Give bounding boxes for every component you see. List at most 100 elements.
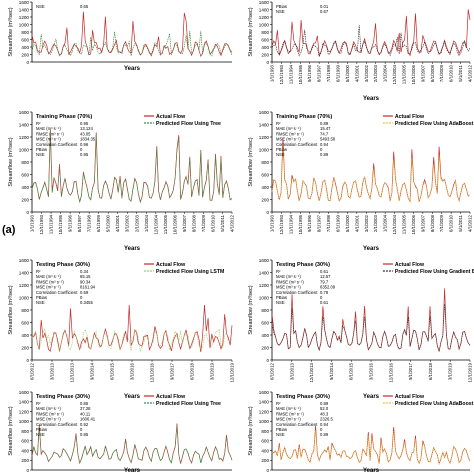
y-tick-label: 1600 <box>259 390 270 395</box>
y-tick-label: 600 <box>21 37 29 42</box>
x-tick-label: 1/1/1993 <box>270 214 275 232</box>
metric-value: 79.7 <box>320 279 329 284</box>
chart-panel-8: 0 200 400 600 800 1000 1200 1400 1600 Streamflow … <box>248 390 474 474</box>
x-tick-label: 7/1/2009 <box>439 214 444 232</box>
metric-value: 0.61 <box>320 300 329 305</box>
metric-label: R² <box>36 401 41 406</box>
metric-value: 0 <box>80 427 83 432</box>
chart-panel-7: 0 200 400 600 800 1000 1200 1400 1600 Streamflow … <box>8 390 233 474</box>
x-tick-label: 3/1/2019 <box>210 362 215 380</box>
chart-panel-3: 0 200 400 600 800 1000 1200 1400 1600 Streamflow … <box>8 110 235 252</box>
y-tick-label: 400 <box>21 448 29 453</box>
y-tick-label: 1000 <box>259 419 270 424</box>
metric-value: 0.67 <box>320 9 329 14</box>
x-tick-label: 12/1/2013 <box>70 362 75 382</box>
metric-value: 0.92 <box>80 422 89 427</box>
x-tick-label: 12/1/2016 <box>388 362 393 382</box>
chart-panel-6: 0 200 400 600 800 1000 1200 1400 1600 Streamflow … <box>248 258 474 400</box>
metric-label: NSE <box>276 152 285 157</box>
y-tick-label: 1000 <box>259 295 270 300</box>
x-tick-label: 12/1/2016 <box>150 362 155 382</box>
x-tick-label: 7/1/2009 <box>201 214 206 232</box>
y-tick-label: 800 <box>261 160 269 165</box>
x-tick-label: 8/1/1997 <box>77 214 82 232</box>
x-tick-label: 1/1/1993 <box>30 214 35 232</box>
y-tick-label: 200 <box>21 197 29 202</box>
metric-label: PBias <box>276 4 287 9</box>
metric-value: 0.34 <box>80 269 89 274</box>
y-tick-label: 0 <box>266 468 269 473</box>
metric-label: MSE (m³ s⁻¹) <box>36 285 61 290</box>
x-tick-label: 10/1/2006 <box>411 64 416 84</box>
metric-value: 0.96 <box>80 142 89 147</box>
chart-panel-1: 0 200 400 600 800 1000 1200 1400 1600 Streamflow … <box>8 0 233 72</box>
metric-label: PBias <box>276 147 287 152</box>
metric-label: PBias <box>276 427 287 432</box>
x-tick-label: 7/1/1998 <box>87 214 92 232</box>
series-line-2 <box>31 132 233 204</box>
y-tick-label: 1000 <box>259 147 270 152</box>
legend-entry: Predicted Flow Using LSTM <box>156 269 224 275</box>
x-tick-label: 1/1/1993 <box>270 64 275 82</box>
y-tick-label: 200 <box>21 52 29 57</box>
x-tick-label: 2/1/2003 <box>134 214 139 232</box>
series-line-2 <box>271 148 471 203</box>
y-axis-label: Streamflow (m³/sec) <box>8 285 14 334</box>
y-tick-label: 600 <box>21 320 29 325</box>
y-axis-label: Streamflow (m³/sec) <box>8 7 14 56</box>
y-tick-label: 600 <box>261 439 269 444</box>
metric-label: MAE (m³ s⁻¹) <box>276 126 301 131</box>
y-tick-label: 200 <box>21 345 29 350</box>
metric-label: Correlation Coefficient <box>276 422 318 427</box>
metric-value: 0 <box>320 427 323 432</box>
y-tick-label: 1400 <box>19 122 30 127</box>
metric-value: 37.28 <box>80 406 91 411</box>
y-tick-label: 1400 <box>19 400 30 405</box>
y-tick-label: 0 <box>26 468 29 473</box>
x-tick-label: 5/1/2000 <box>106 214 111 232</box>
metric-label: MSE (m³ s⁻¹) <box>276 417 301 422</box>
x-tick-label: 3/1/2019 <box>448 362 453 380</box>
x-tick-label: 6/1/2015 <box>110 362 115 380</box>
legend-entry: Predicted Flow Using AdaBoost <box>395 121 474 127</box>
y-tick-label: 1200 <box>19 409 30 414</box>
y-tick-label: 1600 <box>19 0 30 5</box>
metric-value: 0.89 <box>320 152 329 157</box>
x-tick-label: 7/1/1998 <box>326 214 331 232</box>
x-axis-label: Years <box>363 96 380 102</box>
x-axis-label: Years <box>124 66 141 72</box>
x-tick-label: 9/1/1996 <box>68 214 73 232</box>
y-tick-label: 400 <box>21 333 29 338</box>
y-tick-label: 1600 <box>259 110 270 115</box>
x-tick-label: 4/1/2001 <box>354 214 359 232</box>
metric-value: 0 <box>320 295 323 300</box>
y-tick-label: 1600 <box>19 258 30 263</box>
metric-value: 6352.09 <box>320 285 336 290</box>
y-tick-label: 800 <box>261 30 269 35</box>
x-axis-label: Years <box>124 394 141 400</box>
metric-value: 0.01 <box>320 4 329 9</box>
x-tick-label: 3/1/2002 <box>364 64 369 82</box>
chart-title: Training Phase (70%) <box>36 114 92 120</box>
y-tick-label: 400 <box>21 45 29 50</box>
y-tick-label: 400 <box>261 448 269 453</box>
legend-entry: Predicted Flow Using Tree <box>156 401 221 407</box>
x-tick-label: 2/1/2003 <box>373 64 378 82</box>
x-tick-label: 5/1/2000 <box>345 64 350 82</box>
x-tick-label: 9/1/1996 <box>307 214 312 232</box>
y-tick-label: 1200 <box>259 283 270 288</box>
metric-value: 0.94 <box>320 142 329 147</box>
metric-value: 52.0 <box>320 406 329 411</box>
y-tick-label: 0 <box>26 358 29 363</box>
y-tick-label: 200 <box>261 458 269 463</box>
chart-panel-5: 0 200 400 600 800 1000 1200 1400 1600 Streamflow … <box>8 258 235 400</box>
x-tick-label: 3/1/2002 <box>364 214 369 232</box>
x-tick-label: 2/1/2003 <box>373 214 378 232</box>
series-line-1 <box>31 129 233 204</box>
legend-entry: Predicted Flow Using Tree <box>156 121 221 127</box>
chart-title: Testing Phase (30%) <box>276 394 330 400</box>
y-tick-label: 1600 <box>19 390 30 395</box>
x-tick-label: 11/1/1994 <box>288 214 293 234</box>
x-tick-label: 10/1/1995 <box>58 214 63 234</box>
